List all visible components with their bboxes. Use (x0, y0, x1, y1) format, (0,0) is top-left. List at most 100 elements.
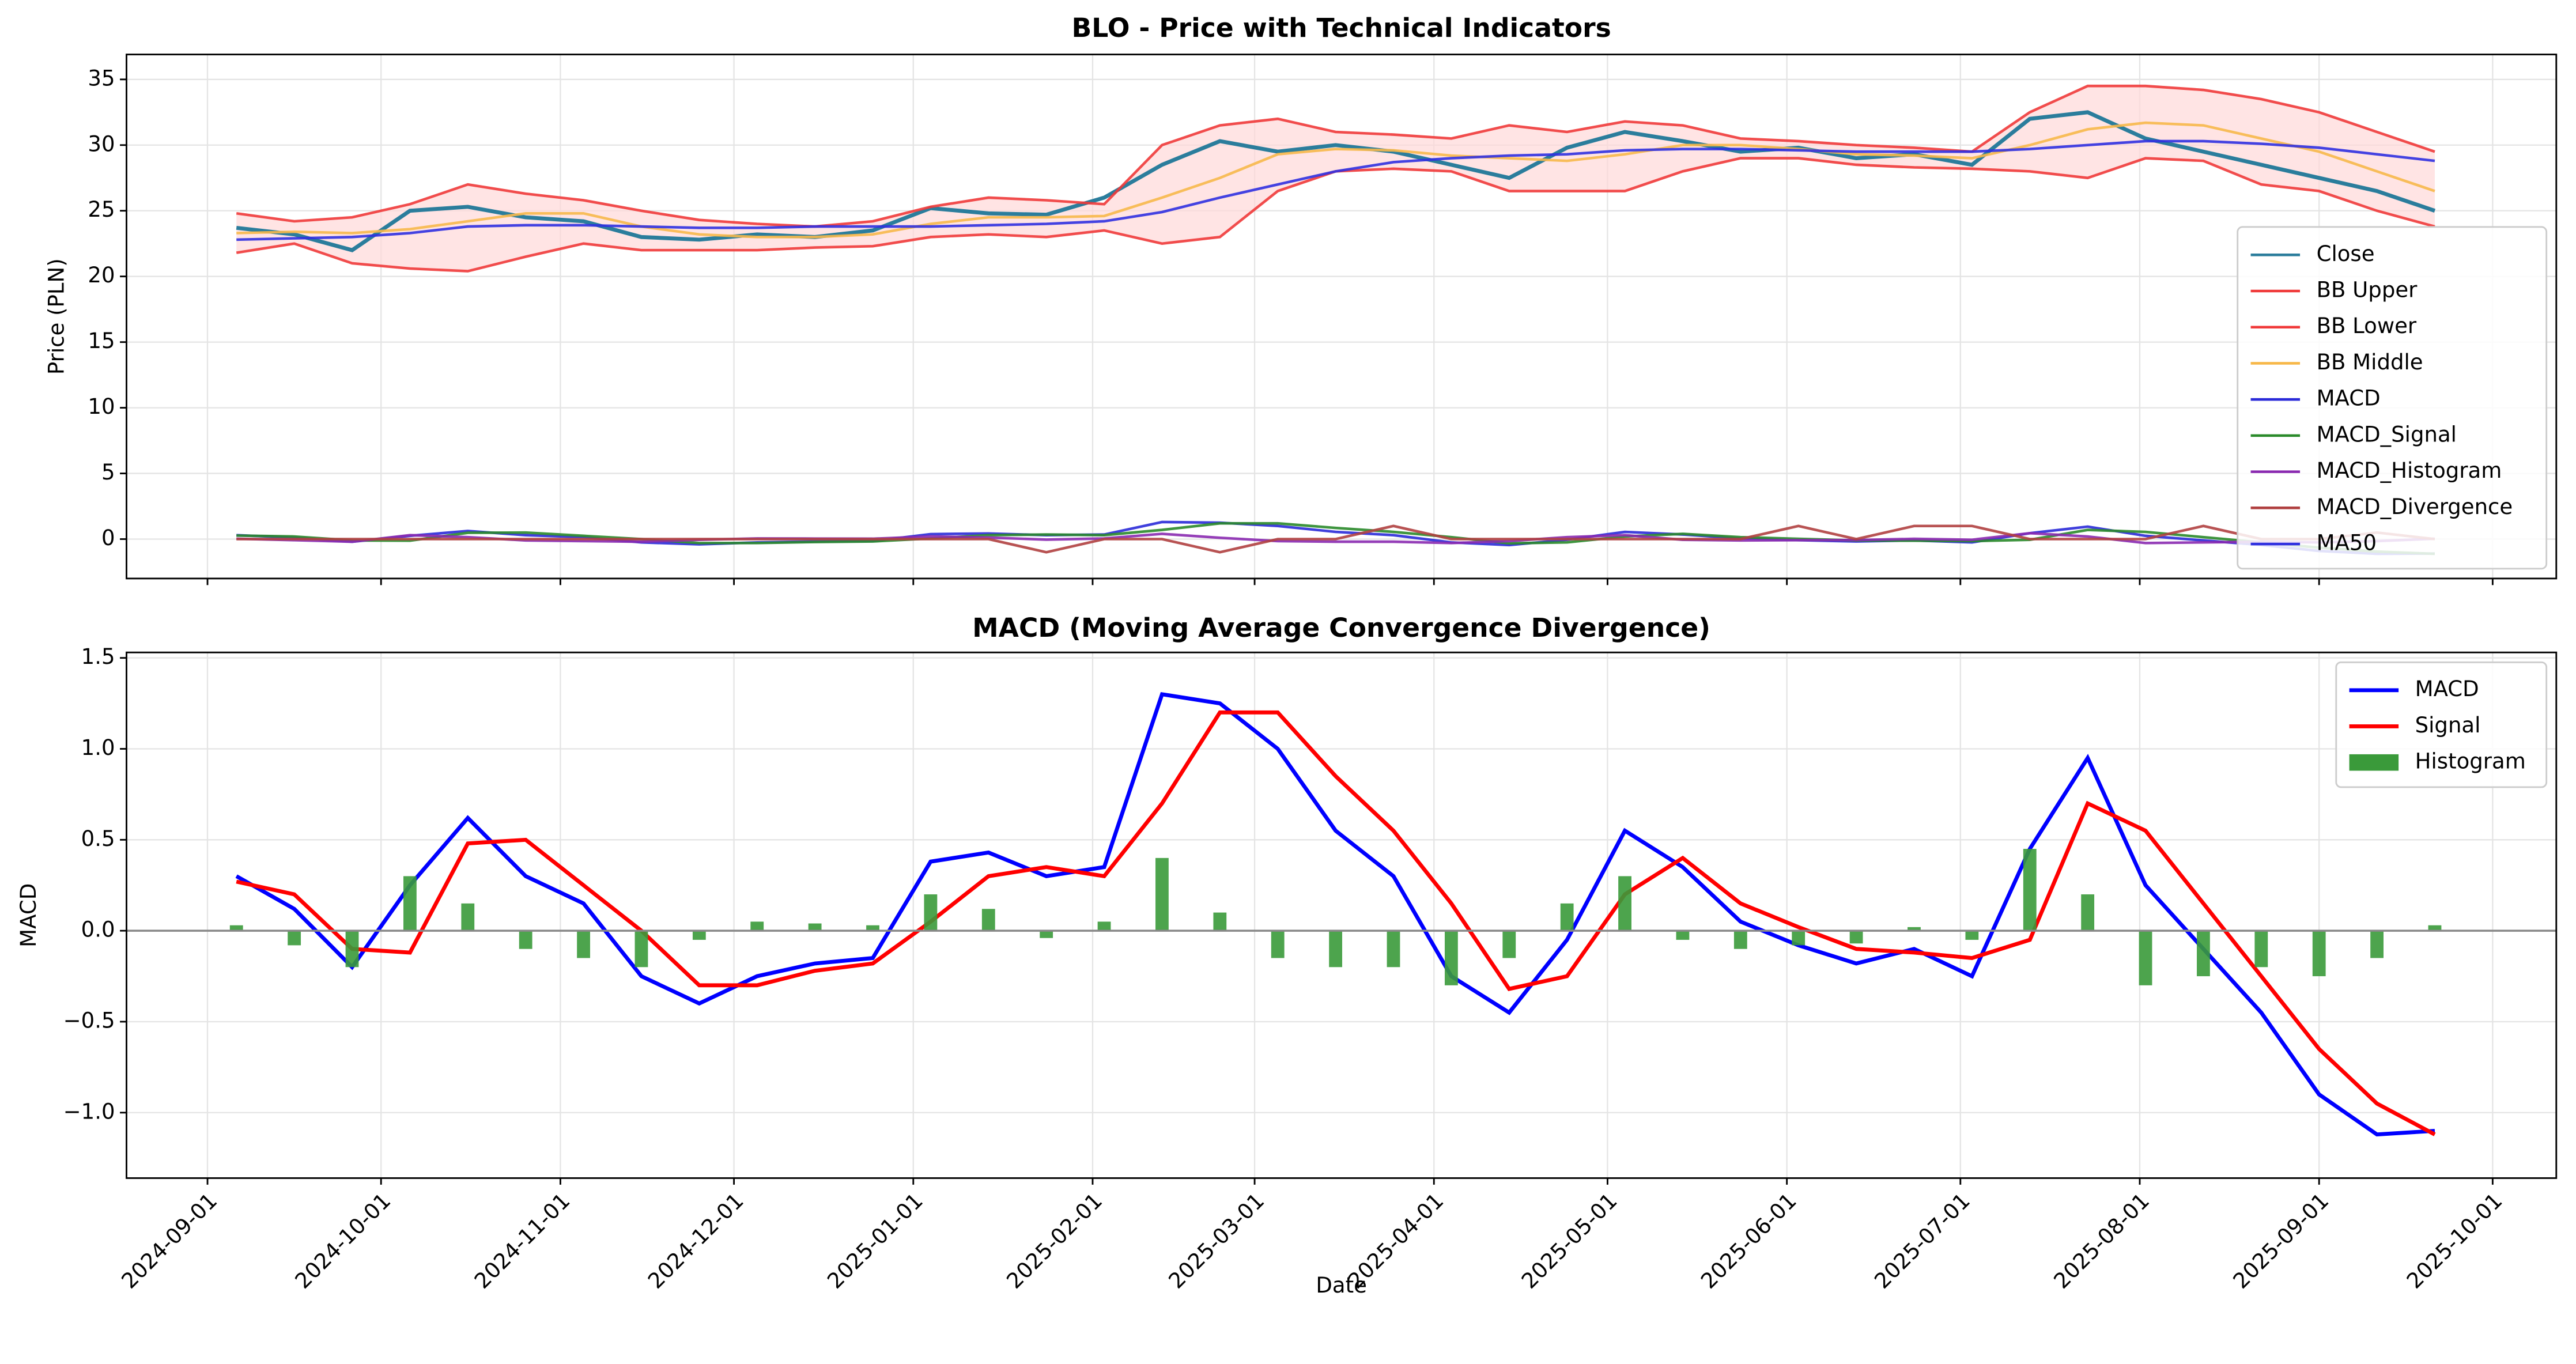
y-tick-label: 20 (88, 263, 115, 288)
y-tick-label: 10 (88, 394, 115, 419)
x-tick-label: 2024-12-01 (643, 1188, 749, 1294)
bar (519, 931, 532, 949)
bar (403, 876, 417, 931)
bar (2370, 931, 2384, 958)
legend-label: MACD_Divergence (2317, 494, 2513, 519)
bar (461, 903, 475, 931)
x-tick-label: 2025-04-01 (1343, 1188, 1449, 1294)
legend-label: MACD_Signal (2317, 422, 2457, 447)
bar (288, 931, 301, 946)
bar (981, 909, 995, 931)
bar (1908, 927, 1921, 931)
bar (1097, 921, 1111, 931)
bar (2428, 925, 2442, 931)
series-line (236, 139, 2435, 241)
y-axis-label: Price (PLN) (44, 258, 69, 375)
plot-frame (126, 54, 2558, 580)
legend-label: MA50 (2317, 531, 2377, 556)
bar (2023, 849, 2037, 931)
y-tick-label: 1.0 (81, 735, 115, 760)
bar (692, 931, 706, 940)
legend-label: MACD (2415, 677, 2479, 701)
bar (1329, 931, 1343, 968)
bar (2139, 931, 2152, 985)
x-tick-label: 2024-09-01 (117, 1188, 222, 1294)
legend-box (2237, 226, 2548, 570)
x-tick-label: 2025-07-01 (1869, 1188, 1975, 1294)
y-tick-label: 35 (88, 66, 115, 90)
bar (1040, 931, 1053, 938)
bar (1792, 931, 1806, 946)
bar (1502, 931, 1516, 958)
y-tick-label: 15 (88, 328, 115, 353)
bar (1676, 931, 1690, 940)
series-line (236, 531, 2435, 545)
series-line (236, 522, 2435, 556)
bar (2254, 931, 2268, 968)
bar (577, 931, 590, 958)
legend-label: Close (2317, 241, 2375, 266)
x-tick-label: 2024-10-01 (290, 1188, 396, 1294)
x-tick-label: 2025-05-01 (1517, 1188, 1622, 1294)
bar (1560, 903, 1574, 931)
y-tick-label: 1.5 (81, 644, 115, 669)
bar (229, 925, 243, 931)
series-line (236, 84, 2435, 228)
bar (2081, 894, 2095, 931)
legend-swatch (2349, 754, 2399, 771)
y-tick-label: −1.0 (63, 1099, 115, 1124)
x-tick-label: 2025-10-01 (2402, 1188, 2507, 1294)
chart-title: MACD (Moving Average Convergence Diverge… (972, 613, 1710, 643)
bar (808, 923, 822, 931)
bar (1387, 931, 1400, 968)
y-tick-label: 0.5 (81, 826, 115, 851)
legend-label: Signal (2415, 713, 2481, 738)
legend-label: BB Lower (2317, 313, 2417, 338)
series-line (236, 710, 2436, 1136)
x-tick-label: 2025-08-01 (2049, 1188, 2155, 1294)
y-tick-label: 25 (88, 197, 115, 222)
bar (1155, 857, 1169, 931)
legend-label: BB Middle (2317, 350, 2423, 375)
y-tick-label: 0 (101, 526, 115, 550)
plot-area (126, 652, 2556, 1178)
x-tick-label: 2025-01-01 (822, 1188, 928, 1294)
series-line (236, 121, 2435, 239)
legend-label: MACD (2317, 386, 2381, 411)
bar (345, 931, 359, 968)
legend-label: Histogram (2415, 749, 2526, 774)
x-tick-label: 2025-06-01 (1696, 1188, 1801, 1294)
x-tick-label: 2024-11-01 (470, 1188, 575, 1294)
x-tick-label: 2025-09-01 (2228, 1188, 2334, 1294)
bar (1965, 931, 1979, 940)
bar (2197, 931, 2210, 977)
x-axis-label: Date (1316, 1273, 1367, 1298)
y-tick-label: 5 (101, 460, 115, 485)
x-tick-label: 2025-02-01 (1002, 1188, 1108, 1294)
bar (1271, 931, 1285, 958)
y-tick-label: −0.5 (63, 1008, 115, 1033)
legend-label: BB Upper (2317, 278, 2418, 303)
bar (2312, 931, 2326, 977)
legend-label: MACD_Histogram (2317, 458, 2502, 483)
chart-title: BLO - Price with Technical Indicators (1072, 13, 1611, 43)
bar (1618, 876, 1631, 931)
bar (866, 925, 879, 931)
bar (1213, 912, 1227, 931)
bar (1733, 931, 1747, 949)
y-tick-label: 0.0 (81, 917, 115, 942)
x-tick-label: 2025-03-01 (1164, 1188, 1270, 1294)
series-line (235, 692, 2435, 1137)
bar (924, 894, 938, 931)
bar (1444, 931, 1458, 985)
y-tick-label: 30 (88, 131, 115, 156)
y-axis-label: MACD (16, 883, 41, 947)
plot-frame (126, 651, 2558, 1179)
bar (750, 921, 764, 931)
bar (634, 931, 648, 968)
series-line (236, 524, 2435, 554)
bar (1849, 931, 1863, 944)
band-fill (236, 86, 2435, 271)
